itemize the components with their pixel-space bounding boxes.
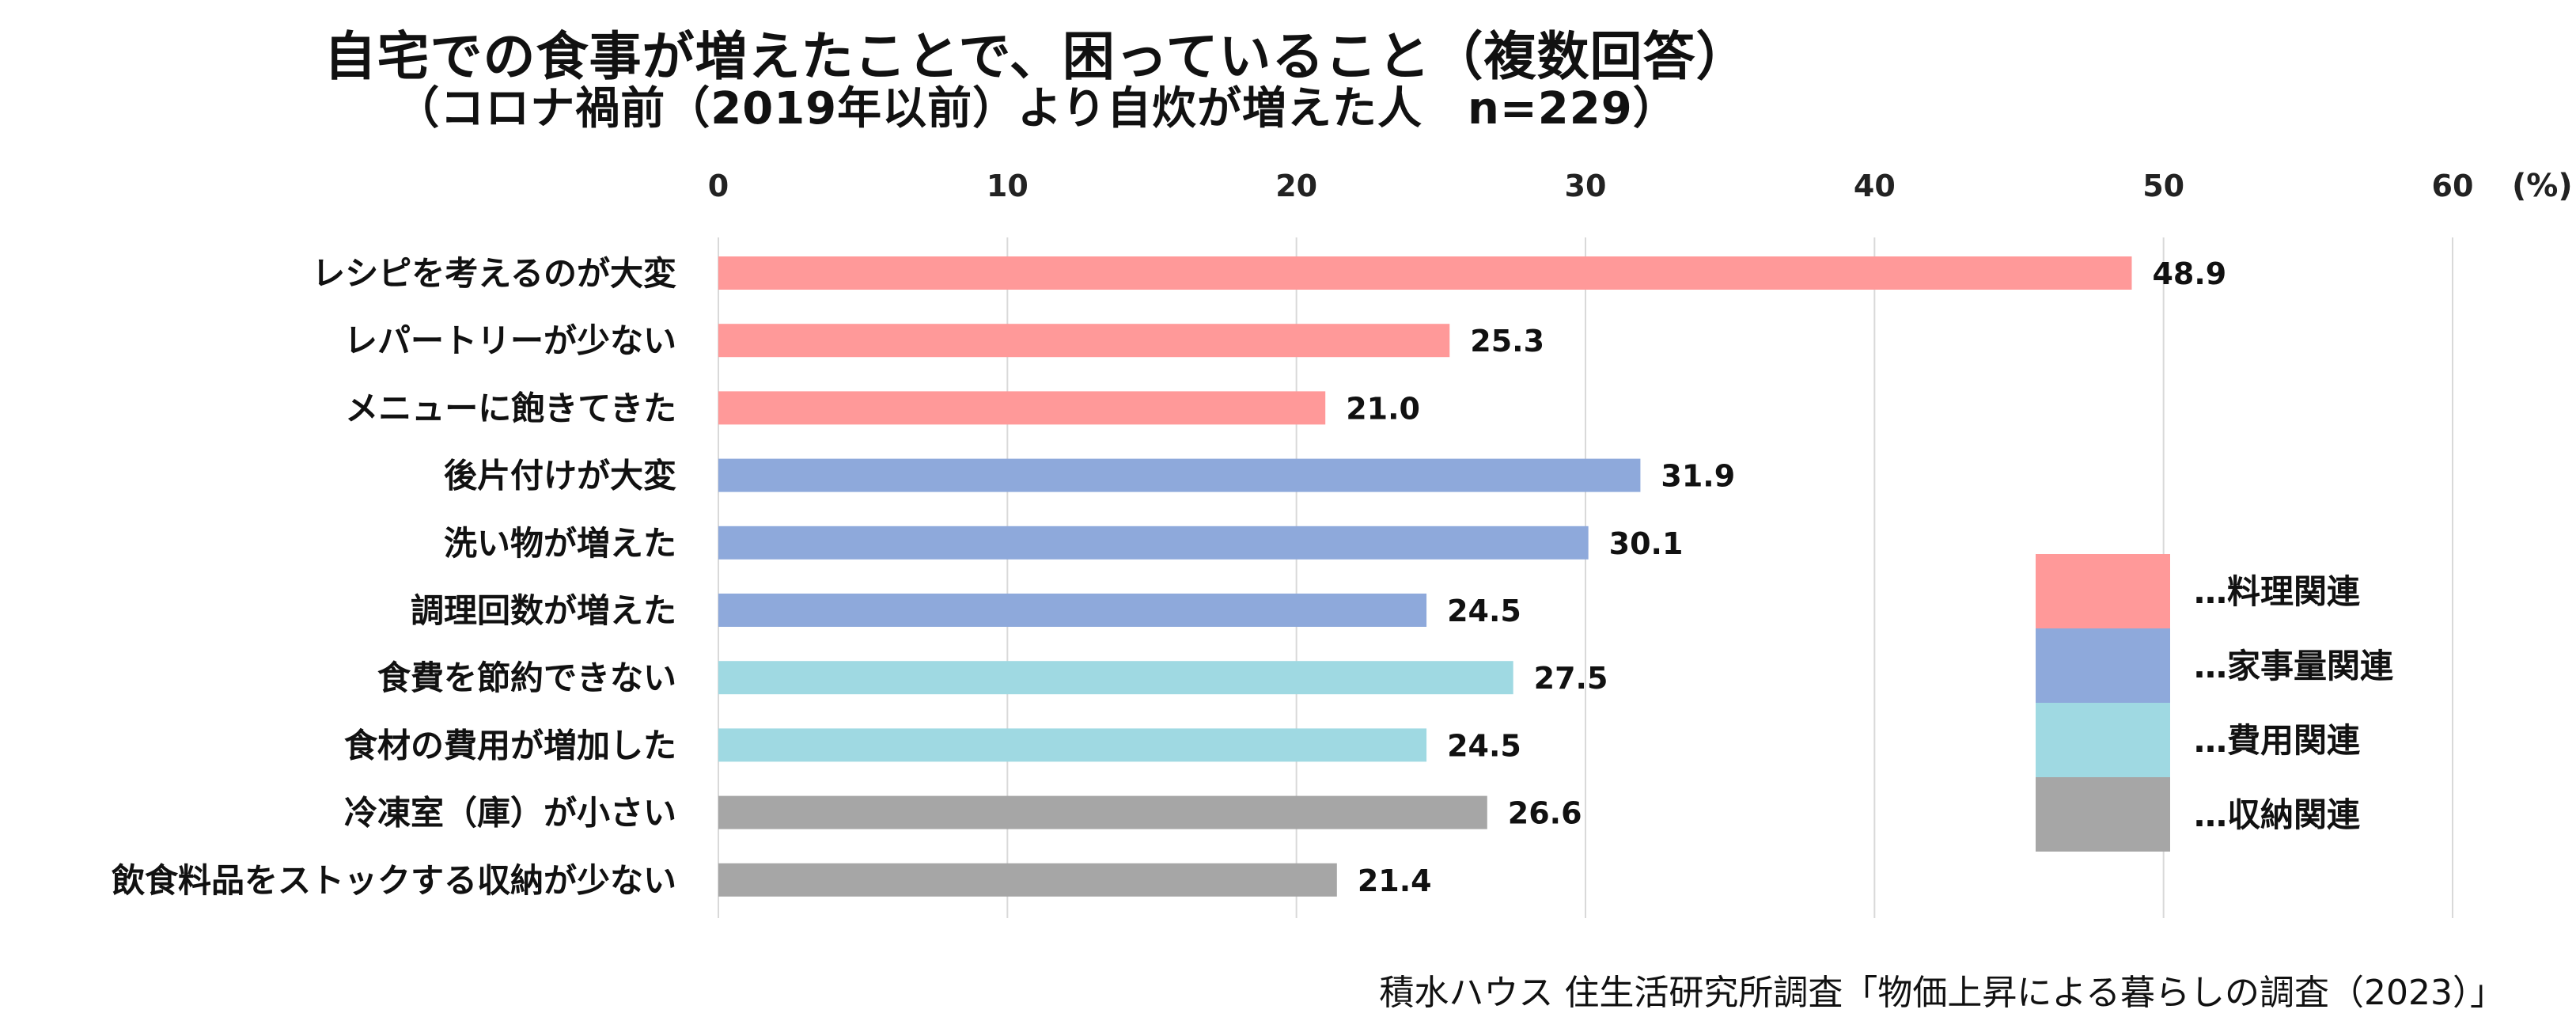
legend-swatch (2036, 554, 2170, 628)
bar (718, 526, 1589, 560)
bar (718, 256, 2132, 290)
legend-label: …料理関連 (2194, 572, 2361, 611)
x-tick-label: 60 (2432, 169, 2474, 203)
value-label: 21.4 (1358, 863, 1432, 898)
value-label: 30.1 (1609, 526, 1684, 561)
bar (718, 391, 1326, 425)
source-note: 積水ハウス 住生活研究所調査「物価上昇による暮らしの調査（2023）」 (1379, 973, 2505, 1013)
legend-swatch (2036, 628, 2170, 703)
bar (718, 458, 1641, 492)
value-label: 24.5 (1447, 594, 1521, 628)
legend: …料理関連 …家事量関連 …費用関連 …収納関連 (2036, 554, 2394, 852)
value-label: 24.5 (1447, 728, 1521, 763)
category-label: 調理回数が増えた (411, 591, 676, 630)
category-label: メニューに飽きてきた (345, 389, 676, 427)
chart-subtitle: （コロナ禍前（2019年以前）より自炊が増えた人 n=229） (395, 83, 1678, 135)
value-label: 31.9 (1661, 459, 1735, 494)
bar (718, 324, 1450, 358)
x-axis-ticks: 0 10 20 30 40 50 60 (708, 169, 2474, 203)
category-label: 冷凍室（庫）が小さい (344, 794, 676, 833)
category-label: 食費を節約できない (377, 658, 676, 697)
legend-swatch (2036, 703, 2170, 777)
category-labels: レシピを考えるのが大変レパートリーが少ないメニューに飽きてきた後片付けが大変洗い… (112, 254, 676, 900)
legend-label: …費用関連 (2194, 721, 2361, 760)
bar (718, 795, 1487, 829)
value-label: 48.9 (2152, 256, 2226, 291)
category-label: 後片付けが大変 (444, 457, 676, 495)
value-label: 25.3 (1470, 324, 1544, 359)
bar (718, 661, 1513, 695)
category-label: 洗い物が増えた (444, 524, 676, 563)
x-tick-label: 20 (1275, 169, 1317, 203)
value-label: 21.0 (1346, 391, 1420, 426)
x-tick-label: 40 (1854, 169, 1896, 203)
x-tick-label: 0 (708, 169, 729, 203)
category-label: 食材の費用が増加した (344, 726, 676, 765)
value-label: 26.6 (1508, 796, 1582, 831)
category-label: 飲食料品をストックする収納が少ない (112, 861, 676, 900)
chart-title: 自宅での食事が増えたことで、困っていること（複数回答） (324, 26, 1749, 87)
category-label: レパートリーが少ない (344, 321, 676, 360)
bar (718, 728, 1427, 762)
bars (718, 256, 2132, 897)
legend-label: …家事量関連 (2194, 647, 2394, 685)
legend-label: …収納関連 (2194, 795, 2361, 834)
value-labels: 48.9 25.3 21.0 31.9 30.1 24.5 27.5 24.5 26.6 21.4 (1346, 256, 2226, 898)
x-axis-unit: (%) (2512, 168, 2573, 204)
x-tick-label: 10 (987, 169, 1029, 203)
bar (718, 594, 1427, 627)
value-label: 27.5 (1534, 661, 1608, 696)
legend-swatch (2036, 777, 2170, 852)
bar (718, 863, 1337, 897)
category-label: レシピを考えるのが大変 (312, 254, 676, 293)
x-tick-label: 30 (1565, 169, 1607, 203)
x-tick-label: 50 (2142, 169, 2184, 203)
